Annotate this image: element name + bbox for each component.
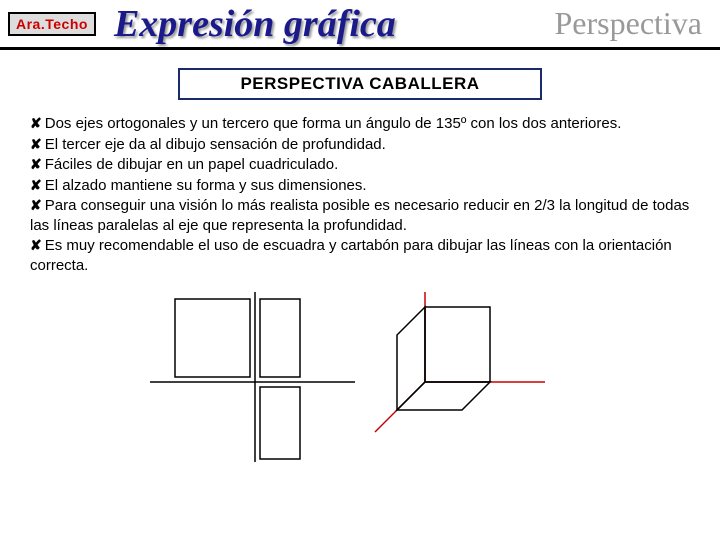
bullet-text: El alzado mantiene su forma y sus dimens… [45,177,367,194]
bullet-item: ✘Para conseguir una visión lo más realis… [30,196,690,235]
bullet-glyph-icon: ✘ [30,197,42,213]
bullet-item: ✘Es muy recomendable el uso de escuadra … [30,236,690,275]
title-main: Expresión gráfica [114,2,396,46]
section-title-wrap: PERSPECTIVA CABALLERA [0,68,720,100]
bullet-text: Es muy recomendable el uso de escuadra y… [30,237,672,274]
logo: Ara.Techo [8,12,96,36]
bullet-glyph-icon: ✘ [30,237,42,253]
header: Ara.Techo Expresión gráfica Perspectiva [0,0,720,50]
bullet-glyph-icon: ✘ [30,115,42,131]
bullet-item: ✘El alzado mantiene su forma y sus dimen… [30,176,690,196]
title-sub: Perspectiva [555,5,703,42]
section-title: PERSPECTIVA CABALLERA [178,68,541,100]
bullet-text: Dos ejes ortogonales y un tercero que fo… [45,115,622,132]
bullet-text: El tercer eje da al dibujo sensación de … [45,136,386,153]
bullet-item: ✘Dos ejes ortogonales y un tercero que f… [30,114,690,134]
bullet-text: Fáciles de dibujar en un papel cuadricul… [45,156,339,173]
bullet-glyph-icon: ✘ [30,177,42,193]
bullet-item: ✘Fáciles de dibujar en un papel cuadricu… [30,155,690,175]
diagram [145,287,575,467]
content: ✘Dos ejes ortogonales y un tercero que f… [0,100,720,275]
bullet-glyph-icon: ✘ [30,156,42,172]
bullet-text: Para conseguir una visión lo más realist… [30,197,689,234]
bullet-glyph-icon: ✘ [30,136,42,152]
bullet-item: ✘El tercer eje da al dibujo sensación de… [30,135,690,155]
